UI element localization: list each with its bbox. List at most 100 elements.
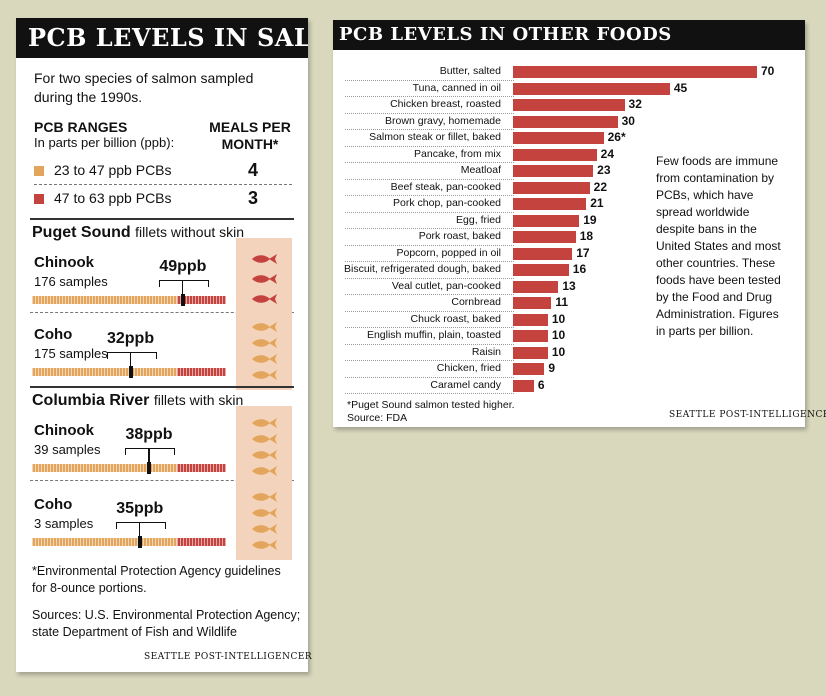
category-label: Chuck roast, baked xyxy=(410,312,501,325)
value-label: 26* xyxy=(607,130,626,144)
value-label: 13 xyxy=(562,278,576,293)
category-label: Salmon steak or fillet, baked xyxy=(369,131,501,143)
value-label: 10 xyxy=(551,328,566,342)
food-bar xyxy=(513,264,569,276)
category-label: Pork roast, baked xyxy=(418,230,501,242)
puget-heading: Puget Sound xyxy=(32,224,131,241)
section-divider-2 xyxy=(30,386,294,388)
fish-icon xyxy=(250,352,278,364)
species-divider xyxy=(30,480,294,481)
meals-heading-1: MEALS PER xyxy=(209,119,291,135)
value-label: 21 xyxy=(590,196,604,210)
meter-high xyxy=(176,464,226,472)
value-label: 70 xyxy=(761,64,775,78)
value-stem xyxy=(181,280,184,296)
row-rule xyxy=(345,261,514,263)
food-bar xyxy=(513,280,559,293)
row-rule xyxy=(345,327,514,329)
columbia-heading: Columbia River xyxy=(32,392,150,409)
species-name: Chinook xyxy=(34,254,94,271)
salmon-title: PCB LEVELS IN SALMON xyxy=(16,18,308,58)
ranges-heading: PCB RANGES xyxy=(34,119,128,135)
food-bar xyxy=(513,181,590,194)
columbia-subheading: fillets with skin xyxy=(153,392,244,408)
food-bar xyxy=(513,115,618,128)
value-bracket xyxy=(158,280,209,287)
intro-line-2: during the 1990s. xyxy=(34,89,143,105)
category-label: Chicken, fried xyxy=(436,362,501,374)
value-label: 32ppb xyxy=(106,330,155,347)
species-samples: 3 samples xyxy=(34,516,94,531)
food-bar xyxy=(513,379,534,392)
other-foods-title: PCB LEVELS IN OTHER FOODS xyxy=(333,20,805,50)
value-marker xyxy=(147,462,152,474)
value-stem xyxy=(148,448,150,464)
right-source: Source: FDA xyxy=(347,412,408,424)
food-bar xyxy=(513,247,573,260)
meter-low xyxy=(32,368,177,376)
species-divider xyxy=(30,312,294,313)
row-rule xyxy=(345,178,514,181)
food-bar xyxy=(513,66,757,78)
category-label: Pancake, from mix xyxy=(414,147,501,160)
food-bar xyxy=(513,165,594,177)
meter-high xyxy=(176,538,226,546)
species-samples: 176 samples xyxy=(34,274,108,289)
value-bracket xyxy=(106,352,157,359)
row-rule xyxy=(345,343,514,346)
food-bar xyxy=(513,214,580,227)
category-label: Egg, fried xyxy=(456,213,501,226)
species-name: Coho xyxy=(34,326,73,343)
meter-low xyxy=(32,296,177,304)
value-label: 24 xyxy=(600,146,615,161)
value-stem xyxy=(129,352,132,368)
row-rule xyxy=(345,244,514,247)
fish-icon xyxy=(250,320,278,332)
fish-icon xyxy=(250,432,278,444)
category-label: Chicken breast, roasted xyxy=(390,98,501,110)
puget-subheading: fillets without skin xyxy=(135,224,245,240)
row-rule xyxy=(345,96,514,98)
species-samples: 39 samples xyxy=(34,442,101,457)
row-rule xyxy=(345,112,514,115)
value-bracket xyxy=(125,448,176,455)
category-label: Cornbread xyxy=(451,296,501,308)
meals-heading-2: MONTH* xyxy=(221,136,279,152)
value-label: 9 xyxy=(548,361,556,375)
species-samples: 175 samples xyxy=(34,346,108,361)
range-low-swatch xyxy=(34,166,44,176)
row-rule xyxy=(345,294,514,296)
salmon-panel: PCB LEVELS IN SALMON For two species of … xyxy=(16,18,312,672)
value-label: 23 xyxy=(597,163,611,177)
row-rule xyxy=(345,211,514,214)
fish-icon xyxy=(250,464,278,476)
fish-icon xyxy=(250,522,278,534)
food-bar xyxy=(513,330,548,342)
range-low-label: 23 to 47 ppb PCBs xyxy=(54,162,172,178)
value-label: 10 xyxy=(551,311,566,326)
row-rule xyxy=(345,195,514,197)
category-label: Tuna, canned in oil xyxy=(412,81,501,94)
row-rule xyxy=(345,129,514,131)
meter-low xyxy=(32,464,177,472)
meter-high xyxy=(176,368,226,376)
fish-icon xyxy=(250,448,278,460)
puget-heading-line: Puget Sound fillets without skin xyxy=(32,224,244,242)
fish-icon xyxy=(250,272,278,284)
range-high-swatch xyxy=(34,194,44,204)
value-marker xyxy=(180,294,185,306)
food-bar xyxy=(513,313,548,326)
row-rule xyxy=(345,228,514,230)
range-low-meals: 4 xyxy=(248,160,259,180)
sources-line-1: Sources: U.S. Environmental Protection A… xyxy=(32,608,301,622)
food-bar xyxy=(513,132,604,144)
left-credit: SEATTLE POST-INTELLIGENCER xyxy=(144,652,313,662)
category-label: Meatloaf xyxy=(460,164,501,176)
value-stem xyxy=(138,522,141,538)
fish-icon xyxy=(250,368,278,380)
category-label: Biscuit, refrigerated dough, baked xyxy=(343,263,501,275)
value-label: 32 xyxy=(628,97,642,111)
food-bar xyxy=(513,363,545,375)
value-label: 19 xyxy=(583,212,597,227)
fish-box xyxy=(236,310,292,390)
